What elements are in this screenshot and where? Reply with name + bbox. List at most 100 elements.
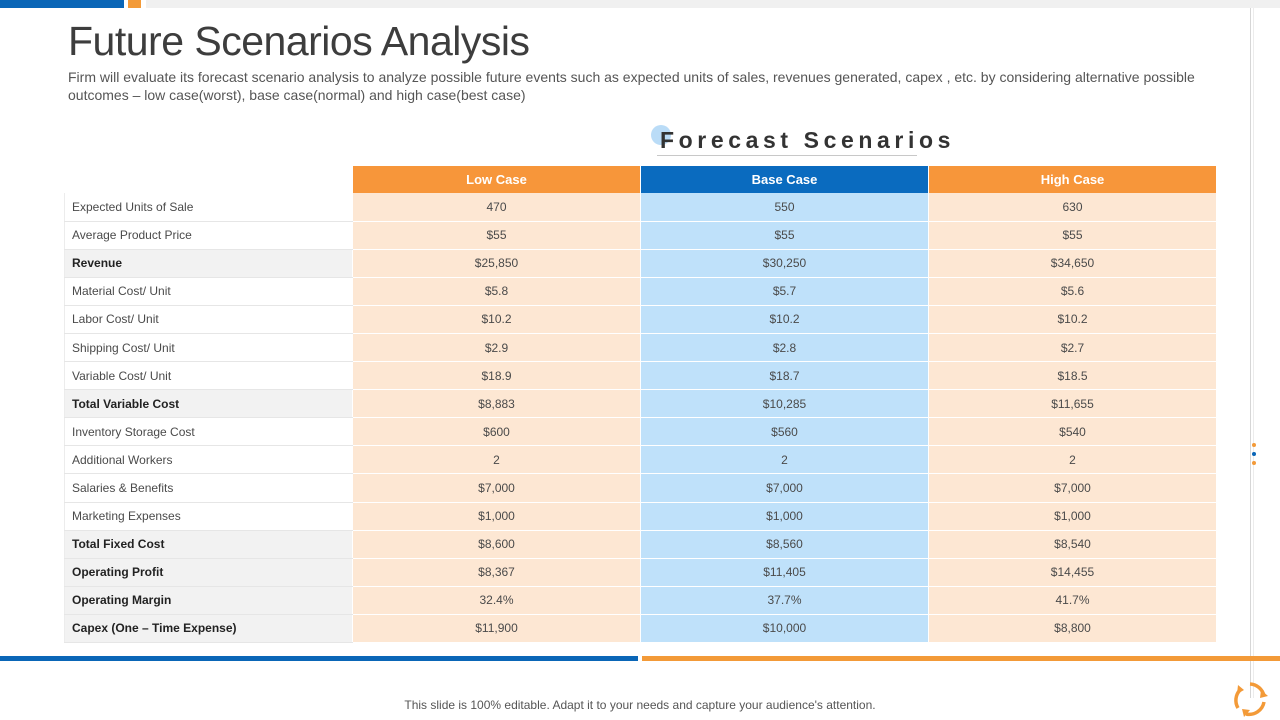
table-row: Average Product Price $55 $55 $55 <box>64 221 1217 250</box>
forecast-table: Low Case Base Case High Case Expected Un… <box>64 166 1217 644</box>
cell-base-case: $5.7 <box>640 277 929 306</box>
decorative-bubble <box>651 125 671 145</box>
cell-high-case: $8,800 <box>928 614 1217 644</box>
cell-base-case: $7,000 <box>640 473 929 503</box>
table-row: Marketing Expenses $1,000 $1,000 $1,000 <box>64 502 1217 531</box>
table-row: Salaries & Benefits $7,000 $7,000 $7,000 <box>64 473 1217 503</box>
cell-high-case: $18.5 <box>928 361 1217 391</box>
cell-high-case: $55 <box>928 221 1217 250</box>
header-high-case: High Case <box>928 166 1217 193</box>
cell-high-case: 2 <box>928 445 1217 475</box>
page-subtitle: Firm will evaluate its forecast scenario… <box>68 69 1195 103</box>
cell-base-case: 37.7% <box>640 586 929 615</box>
table-row: Labor Cost/ Unit $10.2 $10.2 $10.2 <box>64 305 1217 334</box>
recycle-arrows-logo-icon <box>1234 682 1268 717</box>
top-accent-bar-orange <box>128 0 141 8</box>
header-empty-cell <box>64 166 353 193</box>
table-row: Additional Workers 2 2 2 <box>64 445 1217 475</box>
header-low-case: Low Case <box>352 166 641 193</box>
row-label: Labor Cost/ Unit <box>64 305 353 334</box>
cell-base-case: $11,405 <box>640 558 929 587</box>
right-divider-line-secondary <box>1253 8 1254 698</box>
table-row: Variable Cost/ Unit $18.9 $18.7 $18.5 <box>64 361 1217 391</box>
cell-high-case: $8,540 <box>928 530 1217 559</box>
cell-base-case: $55 <box>640 221 929 250</box>
table-header-row: Low Case Base Case High Case <box>64 166 1217 193</box>
row-label: Variable Cost/ Unit <box>64 361 353 391</box>
cell-low-case: 470 <box>352 193 641 222</box>
table-row: Operating Margin 32.4% 37.7% 41.7% <box>64 586 1217 615</box>
cell-high-case: 41.7% <box>928 586 1217 615</box>
cell-base-case: $10,285 <box>640 389 929 419</box>
cell-base-case: $30,250 <box>640 249 929 278</box>
row-label: Operating Margin <box>64 586 353 615</box>
cell-base-case: 2 <box>640 445 929 475</box>
cell-high-case: $34,650 <box>928 249 1217 278</box>
row-label: Revenue <box>64 249 353 278</box>
forecast-heading: Forecast Scenarios <box>660 127 956 153</box>
page-title: Future Scenarios Analysis <box>68 18 530 64</box>
cell-high-case: $10.2 <box>928 305 1217 334</box>
row-label: Salaries & Benefits <box>64 473 353 503</box>
row-label: Total Fixed Cost <box>64 530 353 559</box>
cell-base-case: $10,000 <box>640 614 929 644</box>
top-accent-bar-gray <box>146 0 1280 8</box>
cell-high-case: $540 <box>928 417 1217 447</box>
forecast-heading-underline <box>657 155 917 156</box>
right-divider-line <box>1250 8 1251 698</box>
vertical-dots-icon <box>1252 443 1258 470</box>
cell-low-case: $8,883 <box>352 389 641 419</box>
cell-base-case: $8,560 <box>640 530 929 559</box>
cell-high-case: $14,455 <box>928 558 1217 587</box>
row-label: Expected Units of Sale <box>64 193 353 222</box>
cell-low-case: $600 <box>352 417 641 447</box>
cell-low-case: 32.4% <box>352 586 641 615</box>
top-accent-bar-blue <box>0 0 124 8</box>
table-row: Shipping Cost/ Unit $2.9 $2.8 $2.7 <box>64 333 1217 363</box>
cell-low-case: 2 <box>352 445 641 475</box>
cell-low-case: $25,850 <box>352 249 641 278</box>
table-body: Expected Units of Sale 470 550 630 Average P… <box>64 193 1217 644</box>
table-row: Inventory Storage Cost $600 $560 $540 <box>64 417 1217 447</box>
bottom-accent-bar-blue <box>0 656 638 661</box>
table-row: Total Variable Cost $8,883 $10,285 $11,655 <box>64 389 1217 419</box>
table-row: Revenue $25,850 $30,250 $34,650 <box>64 249 1217 278</box>
cell-base-case: 550 <box>640 193 929 222</box>
table-row: Material Cost/ Unit $5.8 $5.7 $5.6 <box>64 277 1217 306</box>
row-label: Marketing Expenses <box>64 502 353 531</box>
row-label: Average Product Price <box>64 221 353 250</box>
row-label: Inventory Storage Cost <box>64 417 353 447</box>
row-label: Operating Profit <box>64 558 353 587</box>
cell-high-case: $5.6 <box>928 277 1217 306</box>
cell-high-case: $1,000 <box>928 502 1217 531</box>
cell-low-case: $11,900 <box>352 614 641 644</box>
row-label: Material Cost/ Unit <box>64 277 353 306</box>
cell-low-case: $7,000 <box>352 473 641 503</box>
row-label: Shipping Cost/ Unit <box>64 333 353 363</box>
cell-base-case: $18.7 <box>640 361 929 391</box>
forecast-table-container: Low Case Base Case High Case Expected Un… <box>64 166 1217 644</box>
header-base-case: Base Case <box>640 166 929 193</box>
cell-high-case: 630 <box>928 193 1217 222</box>
cell-base-case: $2.8 <box>640 333 929 363</box>
table-row: Total Fixed Cost $8,600 $8,560 $8,540 <box>64 530 1217 559</box>
cell-low-case: $55 <box>352 221 641 250</box>
cell-base-case: $10.2 <box>640 305 929 334</box>
table-row: Expected Units of Sale 470 550 630 <box>64 193 1217 222</box>
table-row: Capex (One – Time Expense) $11,900 $10,000… <box>64 614 1217 644</box>
footer-note: This slide is 100% editable. Adapt it to… <box>404 698 876 712</box>
cell-low-case: $10.2 <box>352 305 641 334</box>
cell-low-case: $5.8 <box>352 277 641 306</box>
row-label: Capex (One – Time Expense) <box>64 614 353 644</box>
cell-high-case: $2.7 <box>928 333 1217 363</box>
cell-low-case: $2.9 <box>352 333 641 363</box>
row-label: Additional Workers <box>64 445 353 475</box>
cell-low-case: $8,600 <box>352 530 641 559</box>
cell-low-case: $1,000 <box>352 502 641 531</box>
cell-low-case: $8,367 <box>352 558 641 587</box>
bottom-accent-bar-orange <box>642 656 1280 661</box>
cell-low-case: $18.9 <box>352 361 641 391</box>
cell-high-case: $11,655 <box>928 389 1217 419</box>
cell-high-case: $7,000 <box>928 473 1217 503</box>
cell-base-case: $1,000 <box>640 502 929 531</box>
